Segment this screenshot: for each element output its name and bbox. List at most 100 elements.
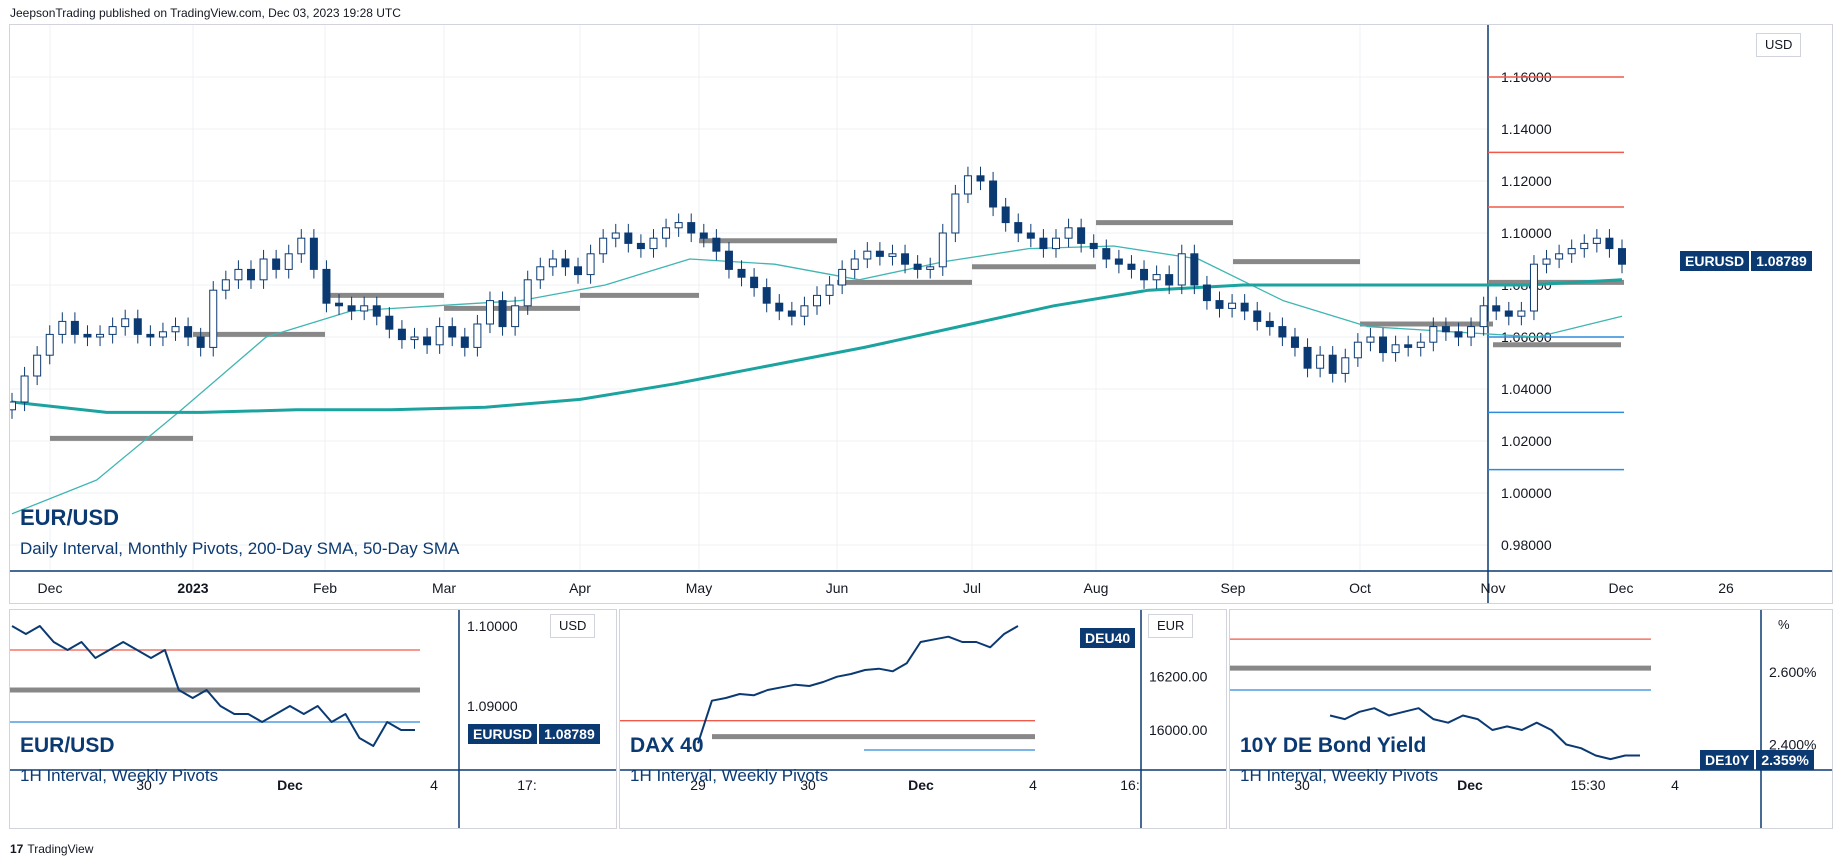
- y-tick-label: 16000.00: [1149, 722, 1208, 738]
- candle-body: [184, 326, 193, 338]
- candle-body: [284, 253, 293, 270]
- candle-body: [624, 232, 633, 244]
- candle-body: [1152, 274, 1161, 281]
- candle-body: [951, 193, 960, 234]
- candle-body: [498, 300, 507, 328]
- candle-body: [1026, 232, 1035, 239]
- candle-body: [674, 222, 683, 229]
- y-tick-label: 1.00000: [1501, 485, 1552, 501]
- candle-body: [58, 320, 67, 335]
- main-badge-symbol: EURUSD: [1680, 251, 1750, 271]
- candle-body: [1177, 253, 1186, 286]
- candle-body: [435, 326, 444, 346]
- candle-body: [234, 268, 243, 281]
- candle-body: [1064, 227, 1073, 239]
- y-tick-label: 2.600%: [1769, 664, 1816, 680]
- x-tick-label: May: [686, 580, 712, 596]
- candle-body: [1492, 305, 1501, 312]
- candle-body: [1202, 284, 1211, 302]
- mini-chart-bund[interactable]: 2.600% 2.400% 30 Dec 15:30 4 % 10Y DE Bond Yi…: [1229, 609, 1833, 829]
- candle-body: [875, 250, 884, 257]
- candle-body: [1353, 341, 1362, 359]
- candle-body: [20, 375, 29, 403]
- candle-body: [1592, 237, 1601, 244]
- candle-body: [548, 258, 557, 268]
- candle-body: [901, 253, 910, 265]
- mini-eurusd-badge-value: 1.08789: [539, 724, 600, 744]
- mini-dax-badge-symbol: DEU40: [1080, 628, 1136, 648]
- candle-body: [1429, 326, 1438, 343]
- candle-body: [1529, 263, 1538, 312]
- candle-body: [246, 268, 255, 281]
- candle-body: [335, 302, 344, 307]
- candle-body: [221, 279, 230, 291]
- x-tick-label: Apr: [569, 580, 591, 596]
- mini-dax-title: DAX 40: [630, 734, 704, 757]
- mini-eurusd-badge: EURUSD 1.08789: [468, 724, 600, 744]
- candle-body: [121, 318, 130, 328]
- candle-body: [1341, 357, 1350, 374]
- candle-body: [1190, 253, 1199, 286]
- candle-body: [259, 258, 268, 281]
- candle-body: [1605, 237, 1614, 250]
- sma50-line: [11, 245, 1623, 515]
- tradingview-footer[interactable]: 17 TradingView: [10, 842, 93, 856]
- mini-chart-dax[interactable]: 16200.00 16000.00 29 30 Dec 4 16: EUR DAX 40 1…: [619, 609, 1227, 829]
- candle-body: [485, 300, 494, 325]
- candle-body: [699, 232, 708, 239]
- candle-body: [171, 326, 180, 333]
- candle-body: [397, 328, 406, 341]
- x-tick-label: Jun: [826, 580, 849, 596]
- candle-body: [460, 336, 469, 348]
- mini-bund-unit: %: [1770, 614, 1798, 636]
- x-tick-label: 4: [430, 777, 438, 793]
- main-chart-panel[interactable]: 1.16000 1.14000 1.12000 1.10000 1.08000 1.060…: [9, 24, 1833, 604]
- candle-body: [888, 253, 897, 257]
- candle-body: [1303, 346, 1312, 369]
- candle-body: [1265, 320, 1274, 328]
- candle-body: [1454, 331, 1463, 338]
- x-tick-label: Aug: [1084, 580, 1109, 596]
- candle-body: [410, 336, 419, 341]
- candle-body: [385, 315, 394, 330]
- candle-body: [687, 222, 696, 234]
- x-tick-label: Feb: [313, 580, 337, 596]
- candle-body: [574, 266, 583, 276]
- x-tick-label: 30: [800, 777, 816, 793]
- mini-dax-subtitle: 1H Interval, Weekly Pivots: [630, 766, 829, 785]
- candle-body: [800, 305, 809, 317]
- x-tick-label: Dec: [1609, 580, 1634, 596]
- candle-body: [586, 253, 595, 276]
- candle-body: [1391, 344, 1400, 354]
- candle-body: [1215, 300, 1224, 309]
- candle-body: [70, 320, 79, 335]
- mini-bund-subtitle: 1H Interval, Weekly Pivots: [1240, 766, 1439, 785]
- mini-chart-dax-svg[interactable]: 16200.00 16000.00 29 30 Dec 4 16:: [620, 610, 1226, 828]
- main-chart-svg[interactable]: 1.160001.140001.120001.100001.080001.060…: [10, 25, 1832, 603]
- candle-body: [989, 180, 998, 208]
- candle-body: [1228, 302, 1237, 309]
- main-chart-subtitle: Daily Interval, Monthly Pivots, 200-Day …: [20, 539, 460, 558]
- candle-body: [1240, 302, 1249, 312]
- y-tick-label: 1.14000: [1501, 121, 1552, 137]
- candle-body: [146, 333, 155, 338]
- mini-chart-eurusd-svg[interactable]: 1.10000 1.09000 30 Dec 4 17:: [10, 610, 616, 828]
- candle-body: [863, 250, 872, 260]
- candle-body: [133, 318, 142, 335]
- mini-chart-eurusd[interactable]: 1.10000 1.09000 30 Dec 4 17: USD EUR/USD 1H I…: [9, 609, 617, 829]
- sma200-line: [11, 278, 1623, 414]
- candle-body: [1555, 253, 1564, 260]
- main-unit-label: USD: [1756, 33, 1802, 57]
- candle-body: [309, 237, 318, 270]
- y-tick-label: 1.12000: [1501, 173, 1552, 189]
- candle-body: [1127, 263, 1136, 270]
- x-tick-label: 30: [1294, 777, 1310, 793]
- candle-body: [1517, 310, 1526, 317]
- candle-body: [1316, 354, 1325, 369]
- mini-chart-bund-svg[interactable]: 2.600% 2.400% 30 Dec 15:30 4: [1230, 610, 1832, 828]
- candle-body: [1140, 268, 1149, 281]
- x-tick-label: Sep: [1221, 580, 1246, 596]
- candle-body: [448, 326, 457, 338]
- candle-body: [662, 227, 671, 239]
- price-line: [697, 625, 1019, 744]
